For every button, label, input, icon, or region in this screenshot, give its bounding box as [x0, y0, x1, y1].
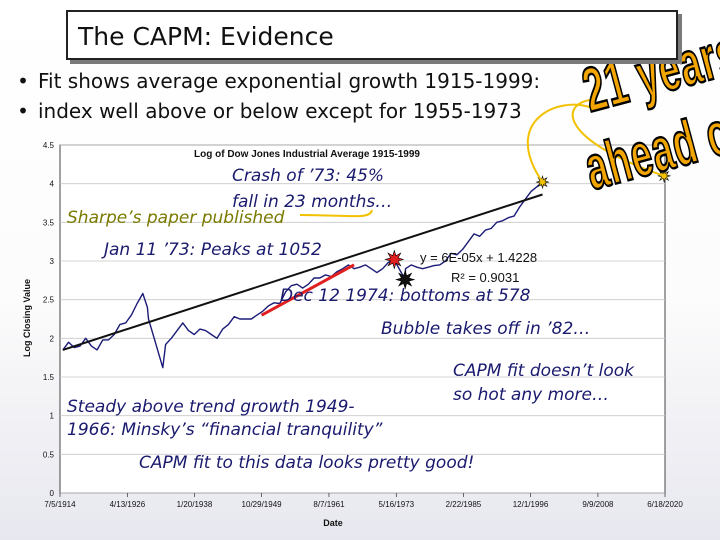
y-tick-label: 0 — [50, 489, 55, 498]
steady-annotation-line1: Steady above trend growth 1949- — [67, 397, 355, 417]
crash-annotation-line2: fall in 23 months… — [232, 192, 393, 212]
y-tick-label: 2.5 — [43, 296, 55, 305]
y-tick-label: 0.5 — [43, 450, 55, 459]
jan73-annotation: Jan 11 ’73: Peaks at 1052 — [104, 240, 322, 260]
y-tick-label: 4.5 — [43, 141, 55, 150]
capm-good-annotation: CAPM fit to this data looks pretty good! — [139, 453, 475, 473]
arrow-to-sharpe — [299, 209, 373, 218]
x-tick-label: 1/20/1938 — [177, 500, 213, 509]
chart-title: Log of Dow Jones Industrial Average 1915… — [194, 149, 420, 160]
capm-not-annotation-line1: CAPM fit doesn’t look — [453, 361, 634, 381]
arrow-to-wordart — [527, 103, 593, 183]
y-tick-label: 2 — [50, 334, 55, 343]
x-tick-label: 4/13/1926 — [110, 500, 146, 509]
title-box: The CAPM: Evidence — [66, 10, 678, 60]
trend-line — [62, 193, 543, 351]
bullet-item: • index well above or below except for 19… — [8, 96, 608, 126]
x-tick-label: 2/22/1985 — [446, 500, 482, 509]
x-tick-label: 7/5/1914 — [44, 500, 76, 509]
slide-title: The CAPM: Evidence — [78, 22, 334, 51]
series-line — [62, 181, 543, 369]
x-tick-label: 12/1/1996 — [513, 500, 549, 509]
crash-annotation-line1: Crash of ’73: 45% — [232, 166, 385, 186]
bubble-annotation: Bubble takes off in ’82… — [381, 319, 591, 339]
sharpe-annotation: Sharpe’s paper published — [67, 208, 285, 228]
x-tick-label: 10/29/1949 — [242, 500, 283, 509]
arrow-to-wordart — [571, 99, 665, 177]
y-tick-label: 1.5 — [43, 373, 55, 382]
steady-annotation-line2: 1966: Minsky’s “financial tranquility” — [67, 420, 383, 440]
capm-not-annotation-line2: so hot any more… — [453, 385, 609, 405]
x-tick-label: 5/16/1973 — [379, 500, 415, 509]
peak-star-icon — [384, 249, 405, 270]
crash-segment-line — [260, 263, 355, 317]
y-tick-label: 3.5 — [43, 218, 55, 227]
y-tick-label: 4 — [50, 180, 55, 189]
y-tick-label: 1 — [50, 412, 55, 421]
x-axis-label: Date — [323, 518, 343, 528]
bottom-star-icon — [395, 269, 416, 290]
r-squared: R² = 0.9031 — [451, 270, 519, 285]
x-tick-label: 9/9/2008 — [582, 500, 614, 509]
trend-equation: y = 6E-05x + 1.4228 — [420, 250, 537, 265]
x-tick-label: 6/18/2020 — [647, 500, 683, 509]
bullet-list: • Fit shows average exponential growth 19… — [8, 66, 608, 126]
bullet-dot-icon: • — [17, 99, 29, 123]
dec74-annotation: Dec 12 1974: bottoms at 578 — [280, 286, 531, 306]
y-axis-label: Log Closing Value — [22, 279, 32, 357]
bullet-item: • Fit shows average exponential growth 19… — [8, 66, 608, 96]
bullet-dot-icon: • — [17, 69, 29, 93]
y-tick-label: 3 — [50, 257, 55, 266]
x-tick-label: 8/7/1961 — [313, 500, 345, 509]
